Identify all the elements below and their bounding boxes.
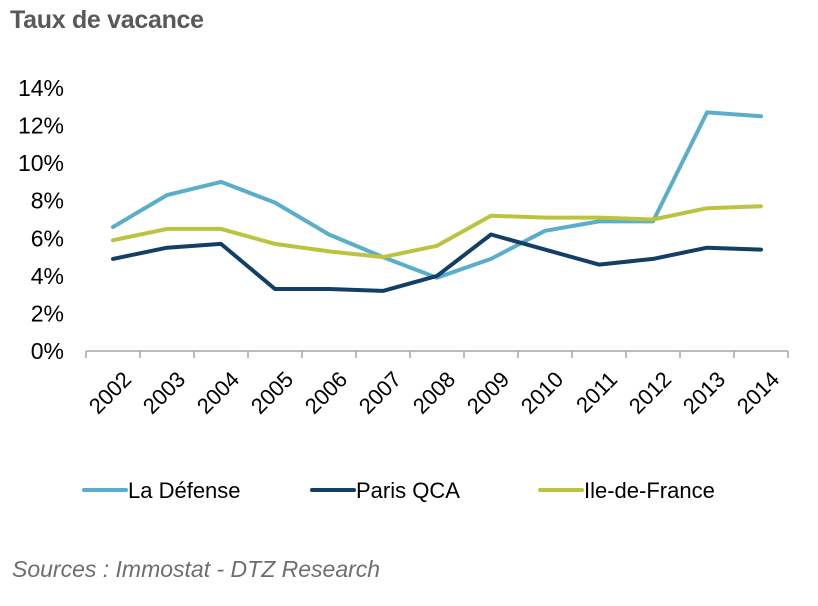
x-tick-label: 2012 [624,367,676,419]
series-line-paris-qca [111,232,763,293]
legend-item-la-d-fense: La Défense [82,478,241,503]
x-tick-label: 2002 [84,367,136,419]
x-tick-label: 2003 [138,367,190,419]
y-tick-label: 6% [31,225,64,251]
x-tick-label: 2008 [408,367,460,419]
x-axis: 2002 2003 2004 2005 2006 2007 2008 2009 2010 2011… [84,350,789,419]
x-tick-label: 2004 [192,367,244,419]
chart-title: Taux de vacance [10,6,204,34]
x-tick-label: 2011 [571,367,622,418]
y-tick-label: 14% [18,75,64,101]
x-tick-label: 2006 [300,367,352,419]
x-tick-label: 2009 [462,367,514,419]
x-tick-label: 2007 [354,367,406,419]
legend-label: La Défense [128,478,241,503]
legend: La Défense Paris QCA Ile-de-France [82,478,715,503]
legend-label: Ile-de-France [584,478,715,503]
x-tick-label: 2005 [246,367,298,419]
x-tick-label: 2013 [678,367,730,419]
y-tick-label: 12% [18,113,64,139]
y-tick-label: 4% [31,263,64,289]
x-tick-label: 2014 [732,367,784,419]
y-tick-label: 0% [31,338,64,364]
y-tick-label: 8% [31,188,64,214]
legend-label: Paris QCA [356,478,460,503]
series-line-ile-de-france [111,204,763,260]
legend-item-paris-qca: Paris QCA [310,478,460,503]
y-axis: 0% 2% 4% 6% 8% 10% 12% 14% [18,75,64,364]
source-note: Sources : Immostat - DTZ Research [12,556,381,582]
y-tick-label: 2% [31,300,64,326]
series-layer [111,110,763,293]
y-tick-label: 10% [18,150,64,176]
x-tick-label: 2010 [516,367,568,419]
series-line-la-d-fense [111,110,763,280]
legend-item-ile-de-france: Ile-de-France [538,478,715,503]
